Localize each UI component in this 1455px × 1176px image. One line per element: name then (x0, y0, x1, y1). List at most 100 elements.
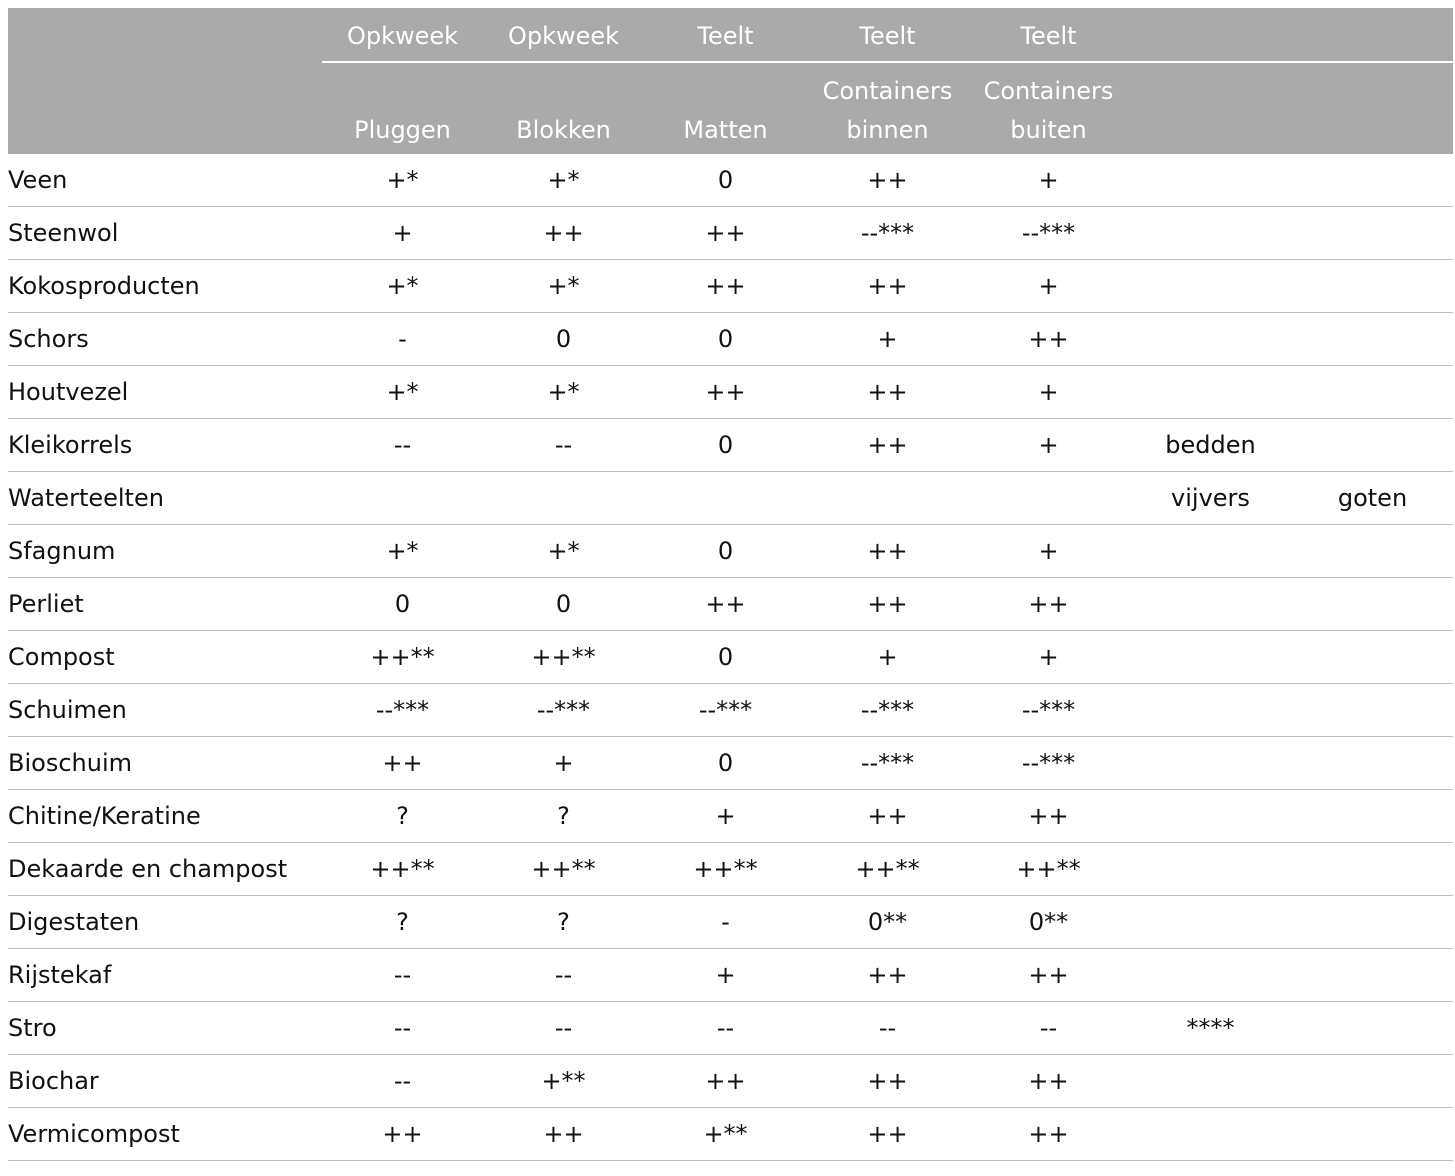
table-cell: ++ (867, 537, 908, 565)
table-cell: + (1038, 272, 1059, 300)
table-cell: 0 (555, 590, 572, 618)
header-cell-row2b-1: Blokken (516, 116, 611, 144)
table-cell: + (1038, 166, 1059, 194)
table-cell: ++ (867, 961, 908, 989)
table-cell (1130, 737, 1291, 789)
table-cell (1292, 737, 1453, 789)
table-cell (645, 472, 806, 524)
table-cell (968, 472, 1129, 524)
table-cell (1292, 313, 1453, 365)
table-cell: **** (1186, 1014, 1235, 1042)
table-cell: +* (386, 537, 419, 565)
table-cell: +* (547, 166, 580, 194)
table-cell: ++ (867, 378, 908, 406)
header-cell-row1-0: Opkweek (346, 22, 459, 50)
table-cell: + (715, 802, 736, 830)
table-cell: ++ (382, 749, 423, 777)
table-cell (1130, 1055, 1291, 1107)
table-cell: ? (396, 802, 409, 830)
table-cell: + (877, 643, 898, 671)
table-cell (322, 472, 483, 524)
table-cell: + (1038, 431, 1059, 459)
table-row: Biochar -- +** ++ ++ ++ (8, 1055, 1453, 1108)
table-cell: ++ (382, 1120, 423, 1148)
table-cell (1292, 578, 1453, 630)
table-cell: ++ (705, 1067, 746, 1095)
table-cell: ++ (1028, 802, 1069, 830)
table-cell: --*** (698, 696, 753, 724)
table-cell: ++ (867, 1067, 908, 1095)
table-cell (1130, 896, 1291, 948)
table-cell: bedden (1165, 431, 1256, 459)
row-label: Veen (8, 166, 68, 194)
table-cell: ++ (867, 1120, 908, 1148)
row-label: Digestaten (8, 908, 140, 936)
table-cell: --*** (860, 696, 915, 724)
substrate-table: Opkweek Pluggen Opkweek Blokken Teelt Matten T… (8, 8, 1453, 1161)
table-cell: --*** (860, 749, 915, 777)
row-label: Vermicompost (8, 1120, 180, 1148)
table-cell (1130, 207, 1291, 259)
table-row: Chitine/Keratine?? + ++ ++ (8, 790, 1453, 843)
table-cell: -- (393, 431, 412, 459)
table-cell: ++ (705, 590, 746, 618)
row-label: Rijstekaf (8, 961, 112, 989)
row-label: Chitine/Keratine (8, 802, 201, 830)
table-cell: 0 (717, 537, 734, 565)
table-cell: -- (1039, 1014, 1058, 1042)
table-cell: -- (393, 1067, 412, 1095)
table-row: Houtvezel +* +* ++ ++ + (8, 366, 1453, 419)
header-divider (322, 61, 1453, 63)
table-cell (1292, 896, 1453, 948)
table-cell (1292, 207, 1453, 259)
table-cell: ++ (1028, 1120, 1069, 1148)
table-cell: + (553, 749, 574, 777)
table-cell (1292, 631, 1453, 683)
table-cell: --*** (860, 219, 915, 247)
table-cell: +** (541, 1067, 586, 1095)
table-cell (1292, 260, 1453, 312)
table-cell (1130, 949, 1291, 1001)
row-label: Kokosproducten (8, 272, 200, 300)
table-row: Kleikorrels -- -- 0 ++ + bedden (8, 419, 1453, 472)
row-label: Schuimen (8, 696, 127, 724)
table-cell (807, 472, 968, 524)
table-cell: -- (878, 1014, 897, 1042)
table-cell: -- (393, 1014, 412, 1042)
table-cell: ++ (867, 431, 908, 459)
table-cell: ++ (867, 272, 908, 300)
table-cell: --*** (1021, 219, 1076, 247)
table-row: Sfagnum +* +* 0 ++ + (8, 525, 1453, 578)
table-cell (1292, 790, 1453, 842)
table-cell: + (877, 325, 898, 353)
table-cell: +** (703, 1120, 748, 1148)
table-row: Compost ++** ++** 0 + + (8, 631, 1453, 684)
table-cell: ++ (867, 802, 908, 830)
table-cell (1292, 154, 1453, 206)
table-cell: - (721, 908, 730, 936)
header-cell-row1-4: Teelt (1020, 22, 1077, 50)
table-cell (1292, 366, 1453, 418)
table-cell: 0 (394, 590, 411, 618)
table-cell (1130, 578, 1291, 630)
header-cell-row1-3: Teelt (859, 22, 916, 50)
table-cell: + (1038, 643, 1059, 671)
table-cell: --*** (1021, 749, 1076, 777)
table-cell: ++** (693, 855, 758, 883)
table-row: Stro -- -- -- -- -- **** (8, 1002, 1453, 1055)
table-cell (1292, 525, 1453, 577)
table-cell: -- (554, 431, 573, 459)
table-row: Perliet 0 0 ++ ++ ++ (8, 578, 1453, 631)
table-cell: goten (1337, 484, 1408, 512)
row-label: Compost (8, 643, 115, 671)
table-cell: -- (716, 1014, 735, 1042)
table-cell (1292, 419, 1453, 471)
table-row: Schuimen --*** --*** --*** --*** --*** (8, 684, 1453, 737)
table-cell: + (1038, 537, 1059, 565)
header-cell-row1-2: Teelt (697, 22, 754, 50)
table-cell: --*** (536, 696, 591, 724)
table-cell (1130, 154, 1291, 206)
table-cell (1130, 843, 1291, 895)
table-cell: -- (393, 961, 412, 989)
table-row: Waterteelten vijvers goten (8, 472, 1453, 525)
